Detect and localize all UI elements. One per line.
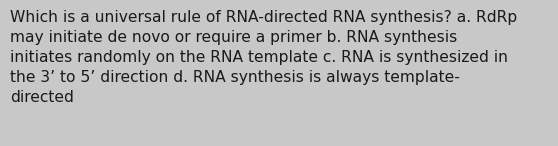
Text: Which is a universal rule of RNA-directed RNA synthesis? a. RdRp
may initiate de: Which is a universal rule of RNA-directe…	[10, 10, 517, 105]
